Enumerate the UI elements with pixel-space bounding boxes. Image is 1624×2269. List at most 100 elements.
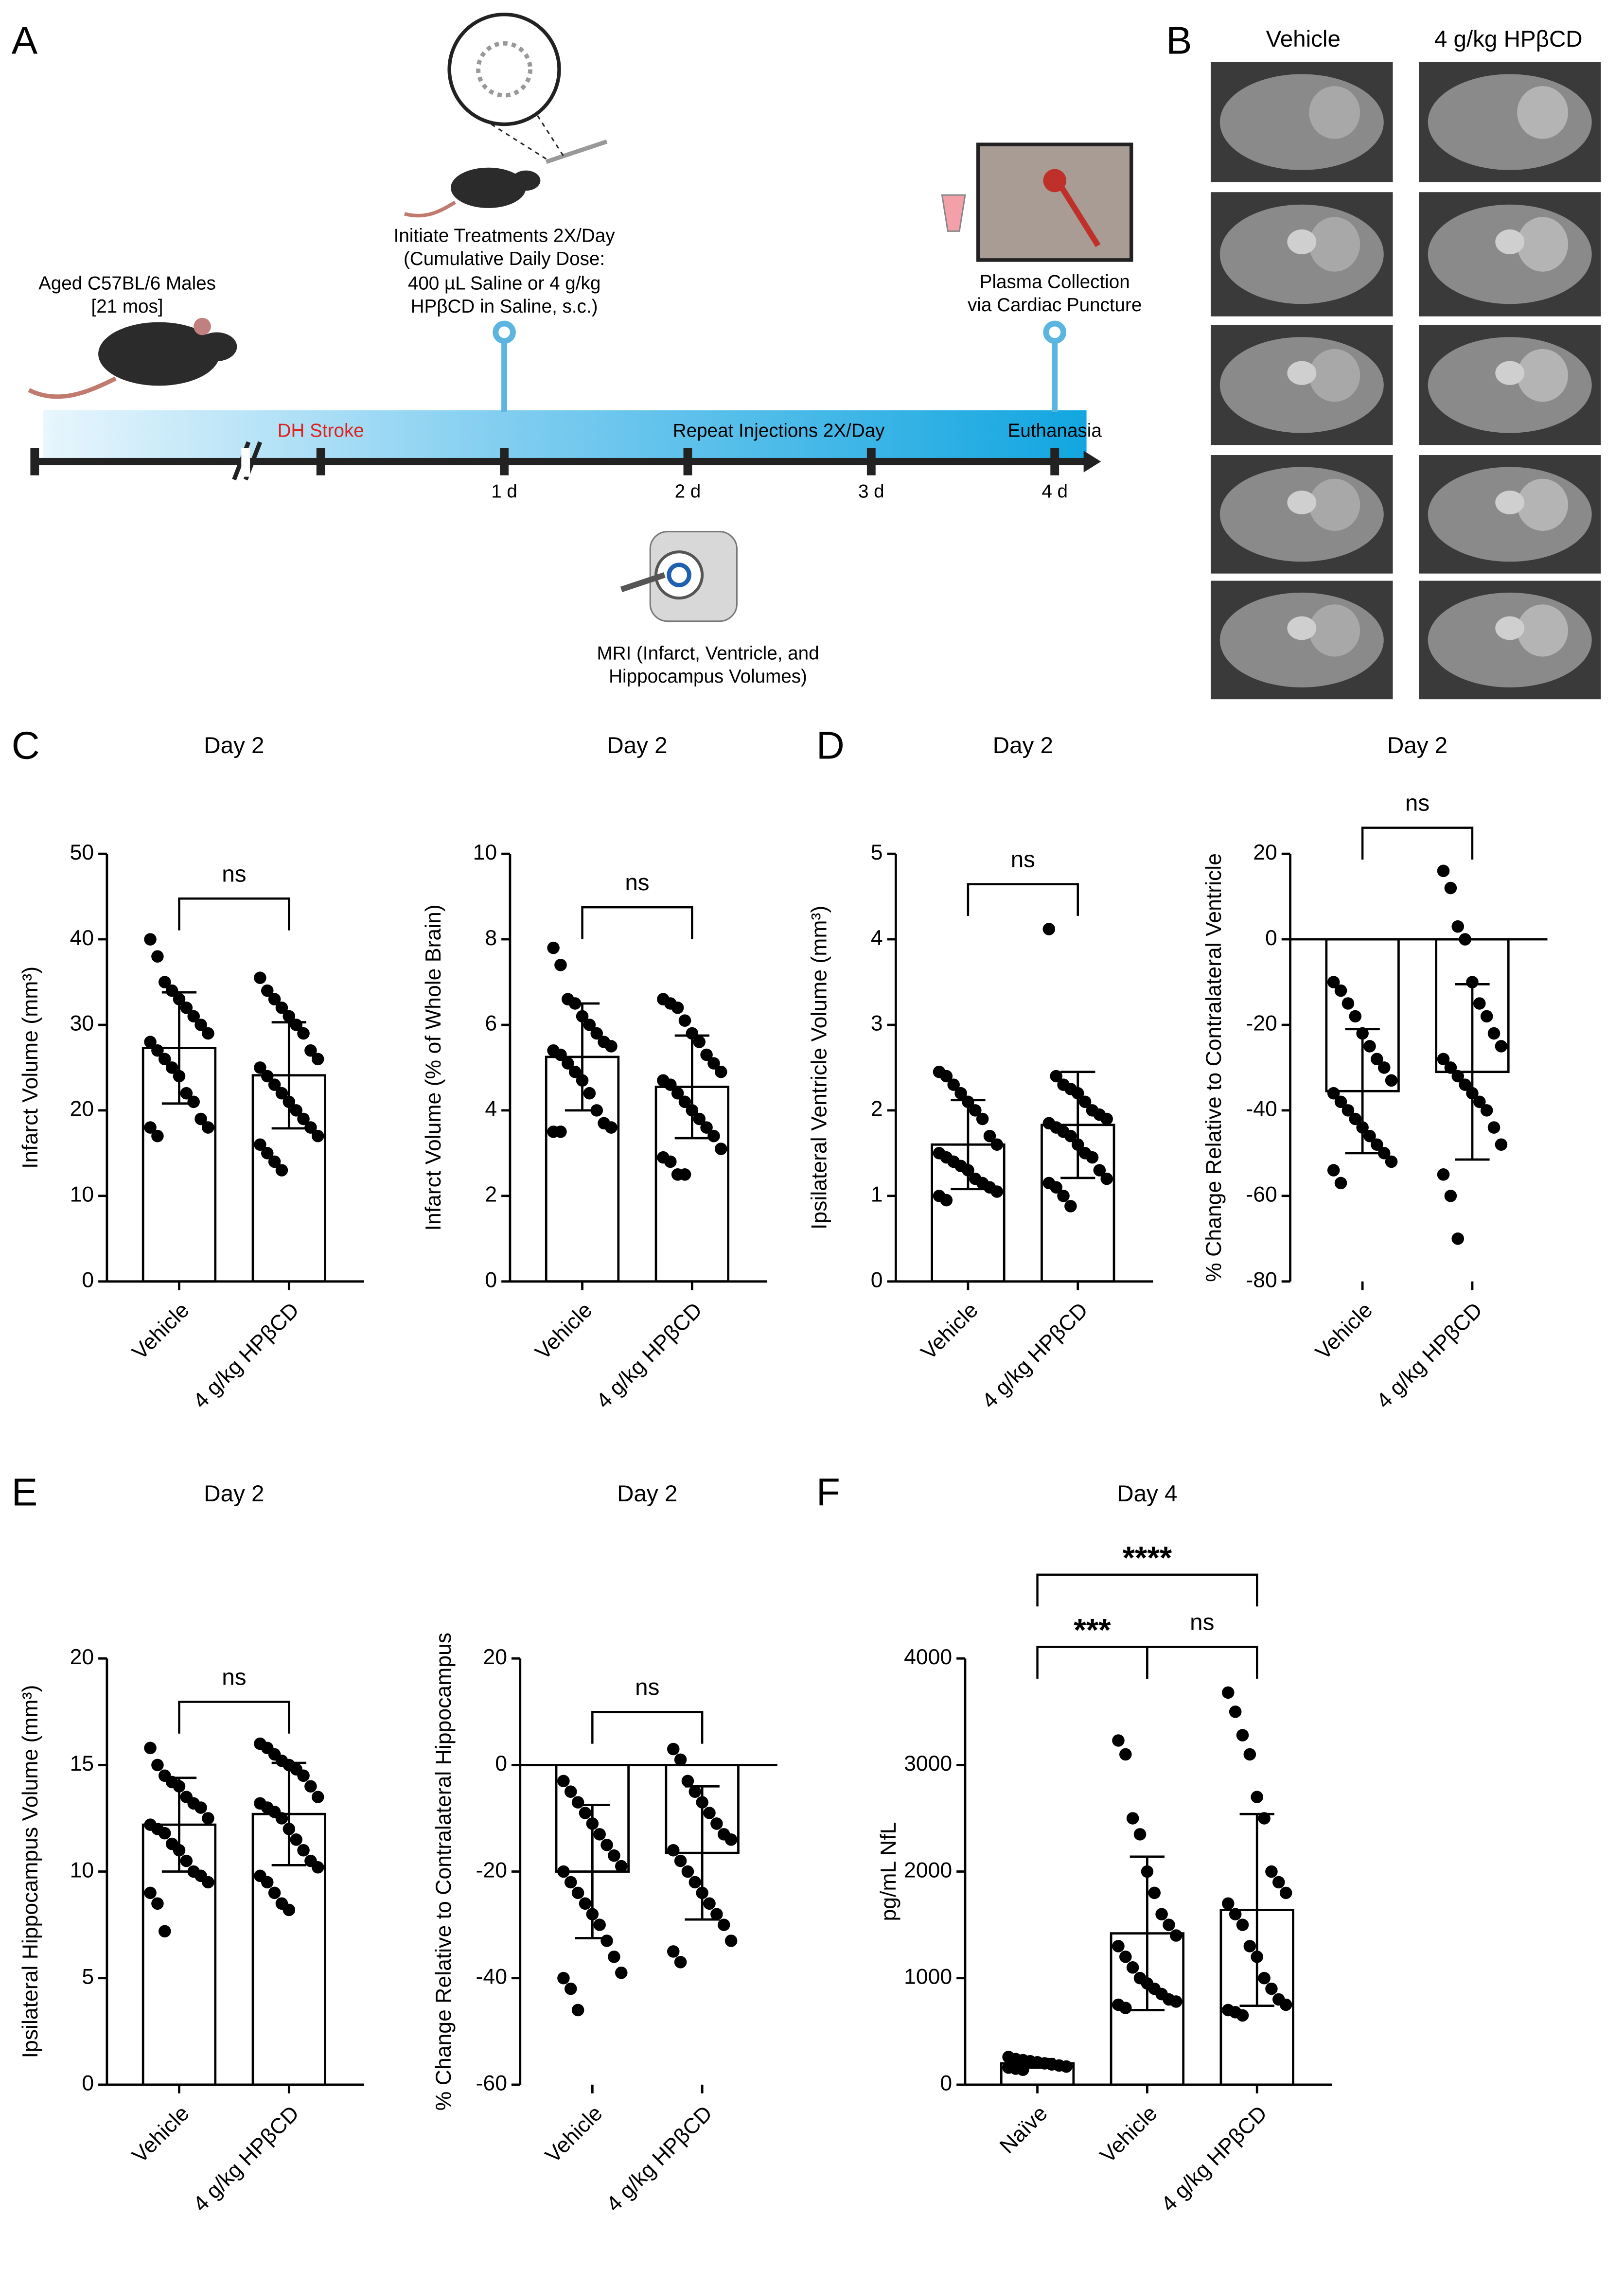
data-point (605, 1121, 618, 1134)
x-tick-label: 4 g/kg HPβCD (189, 1298, 304, 1413)
significance-bracket (1146, 1646, 1258, 1679)
significance-label: ns (625, 870, 649, 896)
data-point (290, 1833, 302, 1846)
data-point (717, 1918, 730, 1931)
data-point (700, 1048, 713, 1061)
data-point (1222, 1686, 1235, 1699)
data-point (962, 1095, 974, 1108)
significance-bracket (591, 1710, 704, 1744)
brain (1219, 467, 1384, 562)
significance-label: **** (1123, 1540, 1172, 1575)
x-tick-label: Vehicle (917, 1298, 983, 1364)
data-point (557, 1971, 570, 1985)
data-point (1265, 1865, 1278, 1878)
data-point (686, 1027, 699, 1040)
lesion (1517, 604, 1569, 657)
data-point (1487, 1121, 1500, 1134)
chart-title: Day 2 (607, 733, 667, 758)
data-point (600, 1935, 613, 1947)
data-point (1495, 1138, 1508, 1151)
data-point (290, 1019, 302, 1031)
chart-title: Day 2 (204, 1481, 264, 1507)
timeline-axis (32, 457, 1087, 465)
significance-label: *** (1074, 1612, 1111, 1648)
data-point (151, 1129, 164, 1143)
day-label: 3 d (858, 481, 884, 502)
significance-bracket (178, 897, 290, 931)
data-point (1437, 864, 1450, 878)
data-point (1356, 1027, 1369, 1040)
data-point (547, 941, 560, 954)
data-point (194, 1019, 207, 1031)
data-point (681, 1865, 694, 1878)
data-point (1334, 1095, 1347, 1108)
x-tick-label: Vehicle (1095, 2101, 1162, 2167)
data-point (311, 1861, 324, 1874)
data-point (554, 1126, 567, 1138)
data-point (990, 1138, 1004, 1151)
data-point (1236, 1918, 1249, 1931)
x-tick-label: Naïve (995, 2101, 1052, 2158)
ventricles (1287, 361, 1317, 385)
y-tick-label: 2000 (904, 1858, 952, 1882)
data-point (954, 1087, 967, 1100)
data-point (724, 1935, 738, 1947)
data-point (261, 1876, 274, 1889)
data-point (576, 1010, 589, 1023)
data-point (564, 1785, 577, 1798)
data-point (268, 1078, 281, 1091)
data-point (297, 1844, 310, 1857)
data-point (1251, 1791, 1263, 1803)
mri-label: Hippocampus Volumes) (609, 666, 807, 687)
data-point (151, 1759, 164, 1772)
data-point (608, 1951, 620, 1963)
data-point (554, 1048, 567, 1061)
data-point (275, 1087, 288, 1100)
data-point (700, 1121, 713, 1134)
data-point (194, 1801, 207, 1814)
data-point (564, 1982, 577, 1995)
data-point (696, 1886, 708, 1900)
y-tick-label: 10 (70, 1858, 94, 1882)
data-point (194, 1112, 207, 1126)
treatment-label: 400 µL Saline or 4 g/kg (408, 273, 600, 294)
data-point (268, 1155, 281, 1168)
data-point (1444, 1190, 1457, 1202)
y-tick-label: -20 (476, 1858, 507, 1882)
y-tick-label: 40 (70, 926, 94, 950)
y-tick-label: 0 (82, 2072, 94, 2095)
data-point (1466, 976, 1479, 988)
treatment-label: (Cumulative Daily Dose: (404, 248, 605, 269)
data-point (1327, 1164, 1340, 1177)
data-point (165, 984, 178, 997)
data-point (304, 1044, 317, 1057)
x-tick-label: Vehicle (127, 2101, 194, 2167)
y-tick-label: -20 (1246, 1012, 1277, 1036)
data-point (254, 1138, 266, 1151)
data-point (1100, 1172, 1113, 1185)
y-axis-label: pg/mL NfL (877, 1822, 900, 1921)
data-point (1377, 1061, 1391, 1074)
data-point (173, 1780, 186, 1793)
data-point (1363, 1129, 1376, 1143)
y-tick-label: 10 (473, 841, 497, 864)
data-point (173, 993, 186, 1005)
data-point (173, 1070, 186, 1083)
data-point (710, 1817, 723, 1830)
mri-label: MRI (Infarct, Ventricle, and (597, 643, 819, 664)
data-point (707, 1057, 720, 1070)
data-point (261, 1070, 274, 1083)
lesion (1309, 349, 1360, 402)
data-point (1451, 1070, 1465, 1083)
significance-bracket (178, 1701, 290, 1734)
data-point (311, 1129, 324, 1143)
y-axis-label: Infarct Volume (mm³) (18, 967, 42, 1169)
data-point (615, 1860, 628, 1873)
y-tick-label: -60 (476, 2072, 507, 2095)
data-point (674, 1854, 687, 1867)
mouse-icon (28, 317, 237, 399)
data-point (159, 1925, 171, 1938)
data-point (1155, 1908, 1168, 1920)
data-point (947, 1078, 960, 1091)
